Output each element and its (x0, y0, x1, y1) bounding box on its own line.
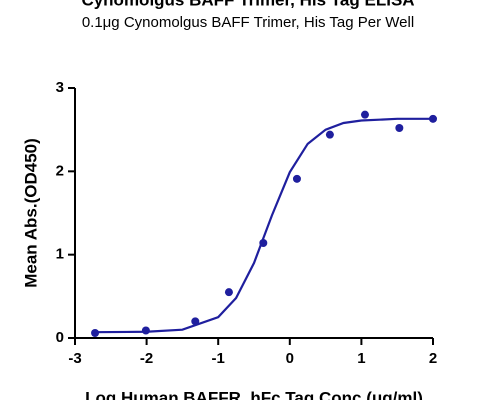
data-point (395, 124, 404, 132)
x-tick-label: 1 (357, 350, 365, 367)
data-point (259, 239, 268, 247)
data-point (91, 329, 100, 337)
x-axis-label: Log Human BAFFR, hFc Tag Conc.(μg/ml) (85, 388, 423, 400)
y-axis-label: Mean Abs.(OD450) (21, 138, 40, 288)
data-point (360, 110, 369, 119)
fit-curve (92, 117, 433, 334)
chart-subtitle: 0.1μg Cynomolgus BAFF Trimer, His Tag Pe… (82, 14, 414, 31)
x-tick-label: -3 (68, 350, 81, 367)
data-point (292, 174, 301, 183)
data-point (191, 317, 200, 326)
x-tick-label: 0 (286, 350, 294, 367)
data-point (224, 288, 233, 297)
data-point (325, 130, 334, 139)
y-tick-label: 0 (56, 329, 64, 346)
data-point (429, 114, 437, 123)
x-tick-label: -2 (140, 350, 153, 367)
x-tick-label: -1 (212, 350, 225, 367)
x-tick-label: 2 (429, 350, 437, 367)
y-tick-label: 1 (56, 246, 64, 263)
chart-title: Cynomolgus BAFF Trimer, His Tag ELISA (81, 0, 414, 9)
y-tick-label: 3 (56, 79, 64, 96)
y-tick-label: 2 (56, 162, 64, 179)
data-point (141, 326, 150, 335)
